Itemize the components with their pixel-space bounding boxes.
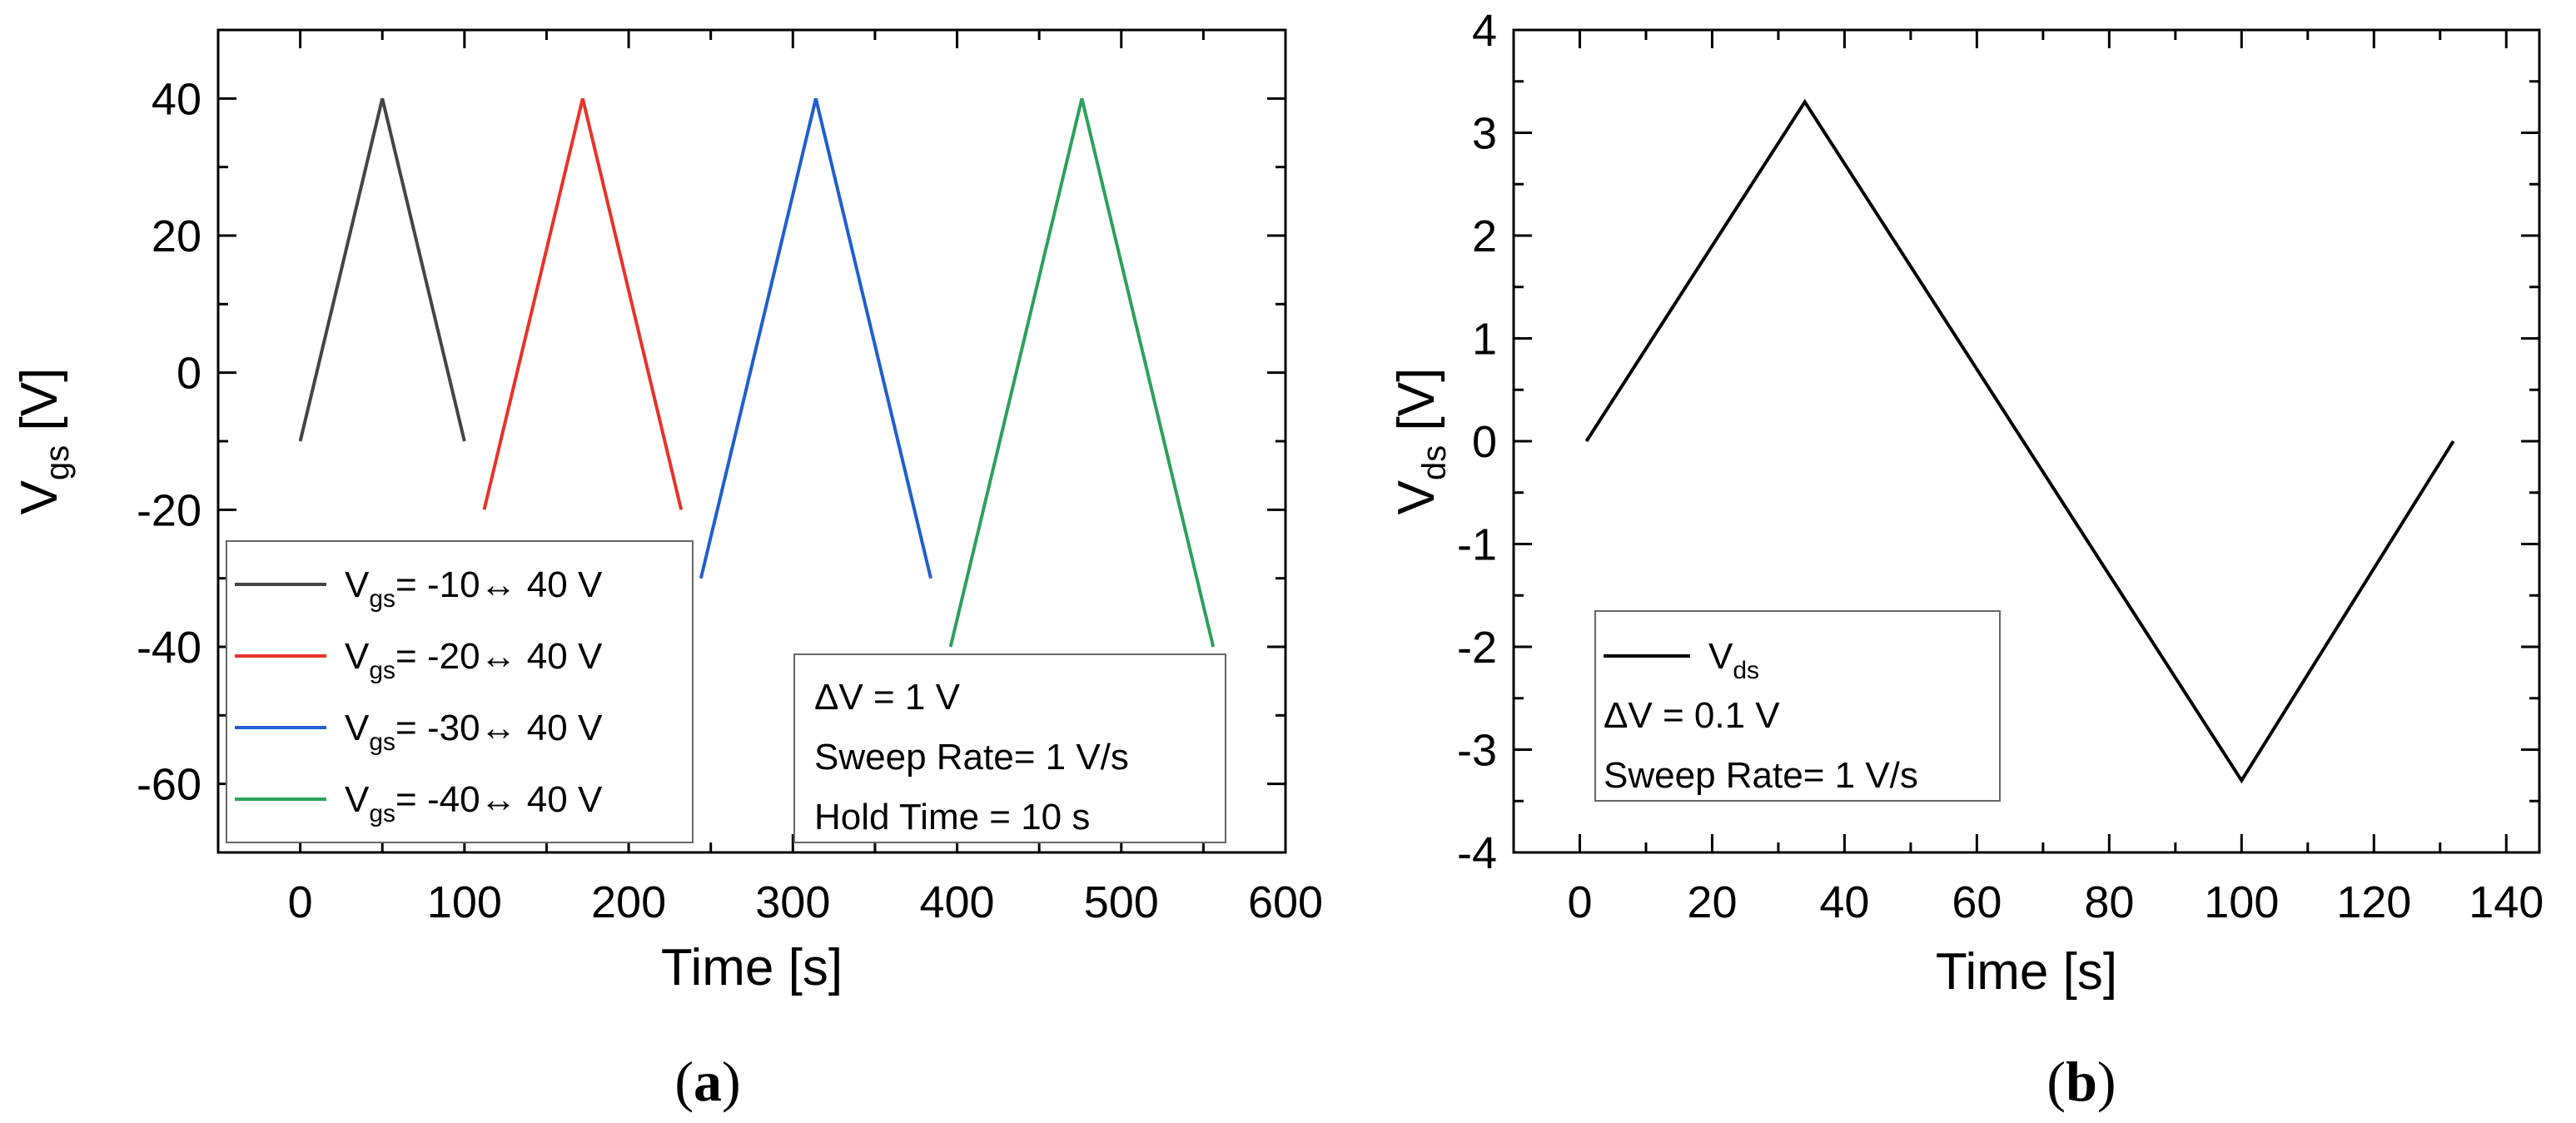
- x-tick-label: 20: [1687, 877, 1737, 927]
- y-tick-label: -40: [137, 623, 201, 673]
- panel-b-series: [1584, 98, 2455, 784]
- legend-entry-sub: gs: [369, 657, 395, 684]
- y-tick-label: 3: [1472, 109, 1497, 159]
- legend-entry-label: Vgs= -20↔ 40 V: [345, 636, 603, 684]
- panel-b-x-axis-title: Time [s]: [1936, 943, 2117, 1001]
- annotation-frame: [793, 653, 1226, 843]
- legend-entry-sub: ds: [1733, 657, 1759, 684]
- x-tick-label: 40: [1819, 877, 1869, 927]
- y-tick-label: -4: [1457, 828, 1497, 878]
- panel-a: 0 100 200 300 400 500 600 -60 -40 -20 0 20 40 Time […: [11, 28, 1323, 1113]
- x-tick-label: 300: [755, 877, 830, 927]
- panel-a-label: (a): [674, 1050, 740, 1113]
- legend-entry-rest: = -40↔ 40 V: [395, 779, 603, 820]
- y-tick-label: 0: [177, 349, 201, 399]
- panel-b-y-axis-title-unit: [V]: [1388, 368, 1445, 445]
- legend-entry-main: V: [345, 708, 370, 748]
- panel-b-ticks: 0 20 40 60 80 100 120 140 -4 -3 -2 -1 0 1 2 3 4: [1457, 6, 2544, 927]
- legend-entry-main: V: [345, 564, 370, 605]
- panel-a-plot-frame: [216, 28, 1287, 854]
- panel-b-legend: Vds ΔV = 0.1 V Sweep Rate= 1 V/s: [1594, 610, 2001, 802]
- legend-entry-label: Vgs= -30↔ 40 V: [345, 708, 603, 756]
- x-tick-label: 0: [1567, 877, 1592, 927]
- legend-entry-sub: gs: [369, 800, 395, 827]
- y-tick-label: -3: [1457, 726, 1497, 776]
- x-tick-label: 60: [1952, 877, 2002, 927]
- x-tick-label: 100: [2204, 877, 2279, 927]
- legend-entry-rest: = -20↔ 40 V: [395, 636, 603, 677]
- annotation-text: Sweep Rate= 1 V/s: [814, 737, 1129, 778]
- annotation-text: Sweep Rate= 1 V/s: [1604, 755, 1918, 796]
- legend-entry-label: Vds: [1708, 636, 1759, 684]
- legend-frame: [226, 540, 694, 843]
- y-tick-label: 4: [1472, 6, 1497, 56]
- legend-entry-main: V: [345, 779, 370, 820]
- panel-a-x-axis-title: Time [s]: [661, 939, 843, 996]
- y-tick-label: 20: [152, 211, 201, 261]
- annotation-text: Hold Time = 10 s: [814, 797, 1090, 837]
- series-line-2: [482, 97, 684, 510]
- series-line-3: [699, 97, 932, 579]
- panel-a-label-letter: a: [694, 1050, 722, 1113]
- legend-frame: [1594, 610, 2001, 802]
- y-tick-label: -2: [1457, 623, 1497, 673]
- legend-entry-main: V: [345, 636, 370, 677]
- legend-entry-sub: gs: [369, 585, 395, 613]
- legend-entry-label: Vgs= -40↔ 40 V: [345, 779, 603, 827]
- x-tick-label: 120: [2336, 877, 2411, 927]
- y-tick-label: 0: [1472, 417, 1497, 467]
- panel-b-plot-frame: [1512, 28, 2541, 854]
- annotation-text: ΔV = 1 V: [814, 677, 961, 718]
- panel-b-y-axis-title-main: V: [1388, 480, 1445, 514]
- y-tick-label: 1: [1472, 315, 1497, 365]
- x-tick-label: 100: [427, 877, 502, 927]
- x-tick-label: 200: [591, 877, 666, 927]
- x-tick-label: 0: [288, 877, 313, 927]
- x-tick-label: 500: [1084, 877, 1159, 927]
- x-tick-label: 400: [919, 877, 994, 927]
- legend-entry-rest: = -10↔ 40 V: [395, 564, 603, 605]
- panel-a-y-axis-title: Vgs [V]: [11, 368, 76, 515]
- panel-b-y-axis-title-sub: ds: [1416, 445, 1453, 480]
- series-line-4: [948, 97, 1216, 648]
- panel-a-y-axis-title-main: V: [11, 480, 68, 514]
- series-line-1: [298, 97, 466, 442]
- y-tick-label: 40: [152, 74, 201, 124]
- legend-entry-label: Vgs= -10↔ 40 V: [345, 564, 603, 613]
- panel-a-y-axis-title-sub: gs: [39, 445, 76, 480]
- legend-entry-rest: = -30↔ 40 V: [395, 708, 603, 748]
- panel-b: 0 20 40 60 80 100 120 140 -4 -3 -2 -1 0 1 2 3 4 Time [s]…: [1388, 6, 2544, 1113]
- annotation-text: ΔV = 0.1 V: [1604, 695, 1780, 736]
- panel-b-label-letter: b: [2066, 1050, 2097, 1113]
- panel-a-y-axis-title-unit: [V]: [11, 368, 68, 445]
- x-tick-label: 140: [2469, 877, 2544, 927]
- panel-b-y-axis-title: Vds [V]: [1388, 368, 1453, 515]
- legend-entry-sub: gs: [369, 728, 395, 756]
- x-tick-label: 600: [1248, 877, 1323, 927]
- y-tick-label: -1: [1457, 520, 1497, 570]
- y-tick-label: -20: [137, 485, 201, 535]
- series-line-1: [1584, 98, 2455, 784]
- x-tick-label: 80: [2084, 877, 2134, 927]
- legend-entry-main: V: [1708, 636, 1733, 677]
- y-tick-label: 2: [1472, 211, 1497, 261]
- panel-b-label: (b): [2046, 1050, 2116, 1113]
- y-tick-label: -60: [137, 760, 201, 810]
- panel-a-series: [298, 97, 1216, 648]
- panel-a-annotation-box: ΔV = 1 V Sweep Rate= 1 V/s Hold Time = 10 …: [793, 653, 1226, 843]
